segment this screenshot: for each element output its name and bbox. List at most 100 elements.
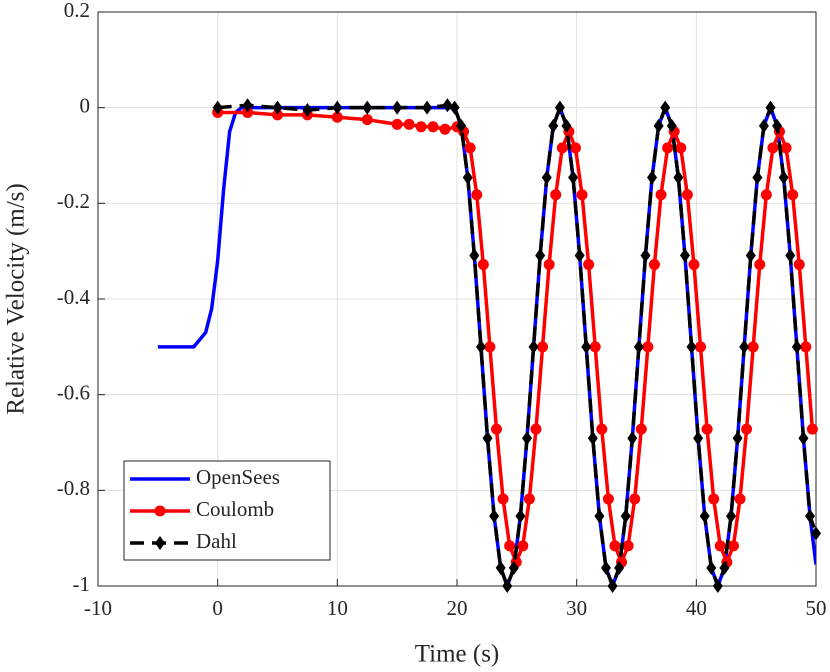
data-point — [642, 341, 654, 353]
x-tick-label: 40 — [686, 596, 707, 620]
data-point — [741, 423, 753, 435]
x-tick-label: 30 — [566, 596, 587, 620]
legend-label: OpenSees — [196, 465, 280, 489]
data-point — [528, 339, 539, 354]
data-point — [541, 170, 552, 185]
data-point — [522, 431, 533, 446]
y-tick-label: -0.4 — [57, 285, 91, 309]
data-point — [712, 579, 723, 593]
data-point — [734, 493, 746, 505]
data-point — [543, 259, 555, 271]
x-tick-label: -10 — [84, 596, 112, 620]
data-point — [391, 118, 403, 130]
data-point — [635, 423, 647, 435]
data-point — [620, 509, 631, 524]
data-point — [550, 189, 562, 201]
data-point — [726, 509, 737, 524]
data-point — [554, 100, 565, 115]
series-line — [217, 102, 816, 586]
data-point — [627, 431, 638, 446]
data-point — [530, 423, 542, 435]
data-point — [576, 189, 588, 201]
data-point — [647, 170, 658, 185]
data-point — [427, 121, 439, 133]
data-point — [517, 540, 529, 552]
y-tick-label: -0.8 — [57, 476, 90, 500]
y-tick-label: -1 — [73, 572, 91, 596]
data-point — [785, 248, 796, 263]
data-point — [772, 118, 783, 133]
data-point — [272, 100, 283, 115]
y-axis-label: Relative Velocity (m/s) — [3, 183, 30, 414]
data-point — [442, 98, 453, 113]
data-point — [681, 189, 693, 201]
data-point — [686, 339, 697, 354]
x-tick-label: 50 — [806, 596, 827, 620]
data-point — [302, 103, 313, 118]
data-point — [508, 560, 519, 575]
data-point — [484, 341, 496, 353]
data-point — [688, 259, 700, 271]
data-point — [596, 423, 608, 435]
data-point — [568, 170, 579, 185]
data-point — [629, 493, 641, 505]
data-point — [331, 111, 343, 123]
data-point — [548, 118, 559, 133]
data-point — [747, 341, 759, 353]
data-point — [569, 142, 581, 154]
data-point — [574, 248, 585, 263]
data-point — [464, 142, 476, 154]
data-point — [752, 170, 763, 185]
legend-marker — [155, 536, 165, 550]
data-point — [798, 431, 809, 446]
data-point — [477, 259, 489, 271]
data-point — [673, 170, 684, 185]
x-axis-label: Time (s) — [415, 641, 500, 668]
data-point — [475, 339, 486, 354]
legend-marker — [154, 505, 166, 517]
data-point — [242, 106, 254, 118]
data-point — [504, 540, 516, 552]
data-point — [515, 509, 526, 524]
data-point — [589, 341, 601, 353]
data-point — [502, 579, 513, 593]
data-point — [653, 118, 664, 133]
data-point — [439, 123, 451, 135]
data-point — [701, 423, 713, 435]
x-tick-label: 10 — [327, 596, 348, 620]
data-point — [806, 423, 818, 435]
data-point — [793, 259, 805, 271]
data-point — [666, 118, 677, 133]
data-point — [609, 540, 621, 552]
y-tick-label: 0 — [80, 93, 91, 117]
data-point — [758, 118, 769, 133]
data-point — [778, 170, 789, 185]
data-point — [602, 493, 614, 505]
data-point — [739, 339, 750, 354]
data-point — [482, 431, 493, 446]
data-point — [523, 493, 535, 505]
data-point — [556, 142, 568, 154]
data-point — [732, 431, 743, 446]
data-point — [361, 114, 373, 126]
x-tick-label: 20 — [447, 596, 468, 620]
data-point — [583, 259, 595, 271]
data-point — [708, 493, 720, 505]
data-point — [489, 509, 500, 524]
data-point — [497, 493, 509, 505]
data-point — [706, 560, 717, 575]
data-point — [471, 189, 483, 201]
data-point — [745, 248, 756, 263]
data-point — [787, 189, 799, 201]
data-point — [212, 100, 223, 115]
axes-box — [97, 11, 817, 587]
data-point — [805, 509, 816, 524]
data-point — [633, 339, 644, 354]
data-point — [581, 339, 592, 354]
data-point — [242, 98, 253, 113]
data-point — [648, 259, 660, 271]
legend-label: Coulomb — [196, 497, 274, 521]
data-point — [403, 118, 415, 130]
data-point — [600, 560, 611, 575]
